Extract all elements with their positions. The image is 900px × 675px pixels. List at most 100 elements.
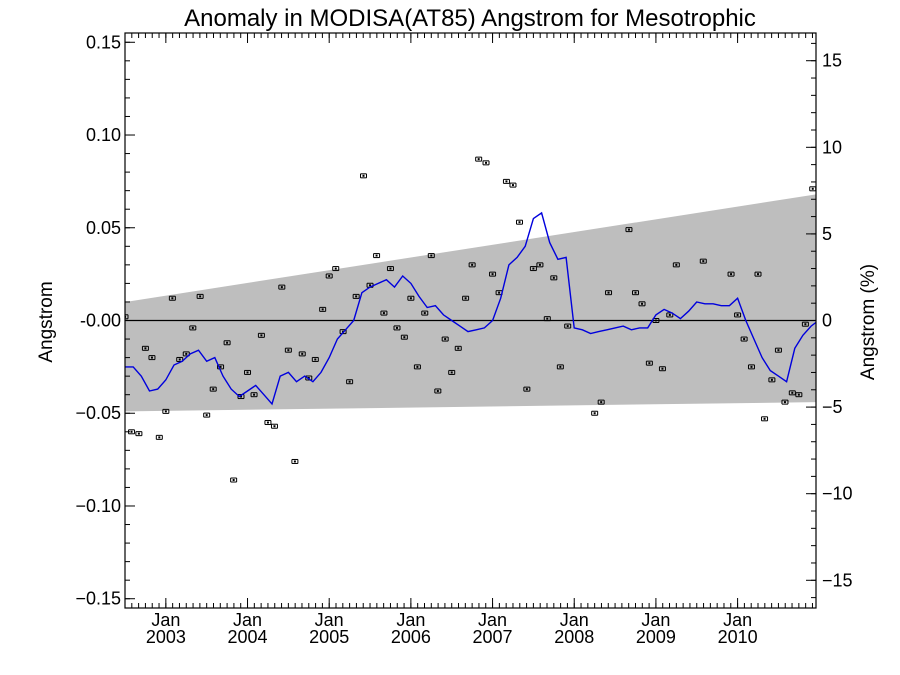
- data-point-marker: [232, 479, 235, 482]
- data-point: [781, 399, 789, 405]
- data-point-marker: [423, 312, 426, 315]
- x-tick-month-label: Jan: [396, 610, 425, 630]
- data-point: [631, 290, 639, 296]
- data-point: [536, 262, 544, 268]
- data-point: [141, 345, 149, 351]
- data-point: [223, 340, 231, 346]
- data-point-marker: [566, 325, 569, 328]
- data-point-marker: [791, 391, 794, 394]
- data-point: [393, 325, 401, 331]
- data-point-marker: [403, 336, 406, 339]
- data-point: [448, 369, 456, 375]
- x-tick-month-label: Jan: [315, 610, 344, 630]
- data-point-marker: [348, 380, 351, 383]
- data-point-marker: [178, 358, 181, 361]
- data-point-marker: [321, 308, 324, 311]
- x-tick-month-label: Jan: [723, 610, 752, 630]
- data-point: [754, 271, 762, 277]
- data-point: [556, 364, 564, 370]
- y-tick-label: 0.05: [86, 218, 121, 238]
- x-tick-year-label: 2005: [309, 627, 349, 647]
- data-point: [795, 392, 803, 398]
- data-point-marker: [783, 401, 786, 404]
- y-axis-label: Angstrom: [36, 281, 57, 362]
- data-point-marker: [518, 221, 521, 224]
- data-point-marker: [730, 273, 733, 276]
- data-point: [427, 253, 435, 259]
- data-point: [209, 386, 217, 392]
- data-point-marker: [736, 313, 739, 316]
- x-tick-month-label: Jan: [233, 610, 262, 630]
- data-point-marker: [485, 161, 488, 164]
- data-point: [605, 290, 613, 296]
- data-point-marker: [246, 371, 249, 374]
- data-point: [291, 458, 299, 464]
- x-tick-month-label: Jan: [478, 610, 507, 630]
- data-point-marker: [301, 352, 304, 355]
- data-point: [311, 356, 319, 362]
- data-point-marker: [260, 334, 263, 337]
- data-point-marker: [389, 267, 392, 270]
- data-point: [421, 310, 429, 316]
- data-point: [380, 310, 388, 316]
- data-point-marker: [191, 326, 194, 329]
- data-point-marker: [600, 401, 603, 404]
- data-point-marker: [532, 267, 535, 270]
- axes: 0.15 0.10 0.05 -0.00 −0.05 −0.10 −0.15 15 10 5 0 −5…: [75, 32, 852, 647]
- data-point-marker: [430, 254, 433, 257]
- data-point: [264, 420, 272, 426]
- data-point-marker: [668, 313, 671, 316]
- data-point-marker: [362, 174, 365, 177]
- x-tick-month-label: Jan: [641, 610, 670, 630]
- x-tick-year-label: 2006: [391, 627, 431, 647]
- data-point: [325, 273, 333, 279]
- data-point-marker: [355, 295, 358, 298]
- data-point: [645, 360, 653, 366]
- data-point: [597, 399, 605, 405]
- data-point-marker: [770, 378, 773, 381]
- data-point-marker: [409, 297, 412, 300]
- data-point: [168, 295, 176, 301]
- data-point: [332, 266, 340, 272]
- data-point: [230, 477, 238, 483]
- y-tick-label: 0.15: [86, 32, 121, 52]
- y-tick-label: -0.00: [80, 311, 121, 331]
- data-point-marker: [457, 347, 460, 350]
- data-point: [550, 275, 558, 281]
- data-point: [189, 325, 197, 331]
- data-point: [284, 347, 292, 353]
- data-point: [270, 423, 278, 429]
- data-point-marker: [491, 273, 494, 276]
- data-point: [638, 301, 646, 307]
- data-point: [162, 408, 170, 414]
- data-point-marker: [416, 365, 419, 368]
- data-point: [761, 416, 769, 422]
- data-point: [672, 262, 680, 268]
- y2-tick-label: −10: [822, 484, 853, 504]
- data-point-marker: [777, 349, 780, 352]
- data-point-marker: [559, 365, 562, 368]
- data-point: [788, 390, 796, 396]
- data-point-marker: [607, 291, 610, 294]
- data-point: [257, 332, 265, 338]
- data-point: [727, 271, 735, 277]
- data-point: [516, 219, 524, 225]
- data-point: [407, 295, 415, 301]
- data-point-marker: [641, 302, 644, 305]
- y2-tick-label: 15: [822, 51, 842, 71]
- x-tick-year-label: 2008: [554, 627, 594, 647]
- data-point: [475, 156, 483, 162]
- data-point: [489, 271, 497, 277]
- data-point-marker: [280, 286, 283, 289]
- data-point: [373, 253, 381, 259]
- data-point-marker: [164, 410, 167, 413]
- data-point-marker: [546, 317, 549, 320]
- data-point-marker: [382, 312, 385, 315]
- data-point-marker: [511, 184, 514, 187]
- data-point: [250, 392, 258, 398]
- data-point-marker: [477, 158, 480, 161]
- y2-axis-label: Angstrom (%): [858, 264, 879, 380]
- data-point: [454, 345, 462, 351]
- data-point-marker: [444, 338, 447, 341]
